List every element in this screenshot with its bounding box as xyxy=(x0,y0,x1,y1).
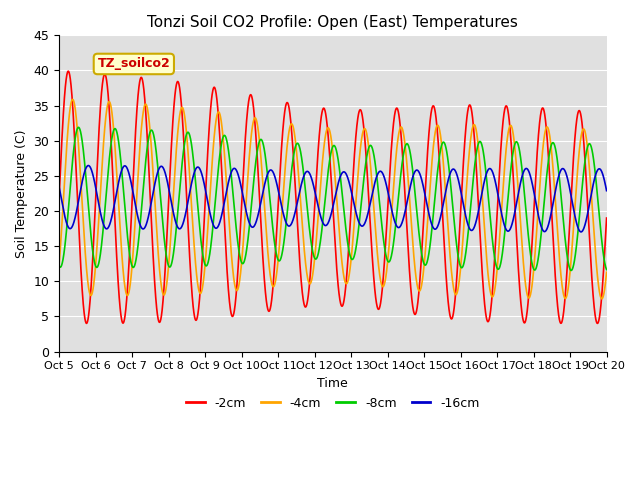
X-axis label: Time: Time xyxy=(317,377,348,390)
-16cm xyxy=(55,184,63,190)
Y-axis label: Soil Temperature (C): Soil Temperature (C) xyxy=(15,129,28,258)
-8cm xyxy=(567,267,575,273)
-16cm xyxy=(150,184,158,190)
-2cm xyxy=(55,194,63,200)
-4cm xyxy=(55,262,63,267)
-8cm xyxy=(118,168,125,174)
-4cm xyxy=(118,251,125,256)
-4cm xyxy=(69,96,77,102)
-2cm xyxy=(603,215,611,221)
-8cm xyxy=(592,179,600,185)
-2cm xyxy=(593,321,601,326)
-16cm xyxy=(592,170,600,176)
-2cm xyxy=(289,147,297,153)
Line: -8cm: -8cm xyxy=(59,127,607,270)
-16cm xyxy=(118,167,125,173)
Legend: -2cm, -4cm, -8cm, -16cm: -2cm, -4cm, -8cm, -16cm xyxy=(181,392,485,415)
-16cm xyxy=(84,163,92,168)
-16cm xyxy=(533,206,541,212)
-2cm xyxy=(266,308,273,314)
-8cm xyxy=(55,263,63,269)
Line: -4cm: -4cm xyxy=(59,99,607,299)
Text: TZ_soilco2: TZ_soilco2 xyxy=(97,58,170,71)
-4cm xyxy=(598,296,605,301)
-8cm xyxy=(533,262,541,268)
-16cm xyxy=(266,168,273,174)
Title: Tonzi Soil CO2 Profile: Open (East) Temperatures: Tonzi Soil CO2 Profile: Open (East) Temp… xyxy=(147,15,518,30)
-4cm xyxy=(266,264,273,270)
-8cm xyxy=(75,124,83,130)
-2cm xyxy=(65,68,72,74)
-2cm xyxy=(592,317,600,323)
-8cm xyxy=(150,135,158,141)
-8cm xyxy=(289,156,297,162)
Line: -2cm: -2cm xyxy=(59,71,607,324)
-2cm xyxy=(150,273,158,279)
-8cm xyxy=(266,189,273,195)
-4cm xyxy=(289,123,297,129)
-2cm xyxy=(533,152,541,158)
-2cm xyxy=(118,317,125,323)
-8cm xyxy=(603,267,611,273)
-16cm xyxy=(289,217,297,223)
-4cm xyxy=(150,189,158,194)
-16cm xyxy=(577,229,585,235)
-4cm xyxy=(592,257,600,263)
Line: -16cm: -16cm xyxy=(59,166,607,232)
-4cm xyxy=(533,223,541,229)
-16cm xyxy=(603,188,611,193)
-4cm xyxy=(603,269,611,275)
